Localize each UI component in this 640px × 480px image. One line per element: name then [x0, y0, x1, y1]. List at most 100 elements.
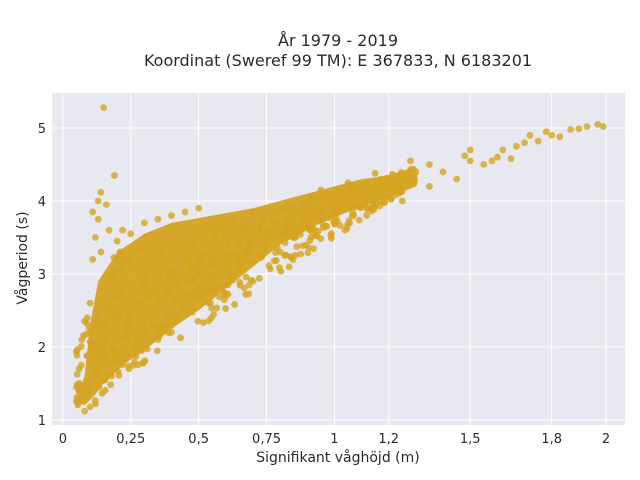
data-point — [575, 125, 583, 133]
data-point — [363, 211, 371, 219]
data-point — [164, 290, 171, 297]
data-point — [507, 155, 515, 163]
data-point — [136, 246, 143, 253]
data-point — [336, 222, 344, 229]
data-point — [323, 198, 330, 205]
data-point — [225, 272, 233, 280]
data-point — [207, 277, 215, 285]
data-point — [222, 292, 230, 300]
data-point — [95, 383, 103, 391]
data-point — [113, 237, 121, 245]
data-point — [410, 179, 418, 187]
data-point — [208, 223, 216, 230]
data-point — [89, 255, 97, 263]
data-point — [86, 338, 94, 345]
data-point — [480, 161, 488, 168]
data-point — [277, 267, 285, 275]
data-point — [106, 273, 114, 281]
data-point — [258, 218, 266, 225]
data-point — [130, 361, 137, 369]
data-point — [363, 181, 371, 189]
x-tick-label: 1,5 — [460, 432, 481, 447]
data-point — [297, 250, 305, 258]
data-point — [96, 323, 104, 331]
data-point — [188, 308, 196, 316]
data-point — [110, 254, 118, 261]
data-point — [270, 207, 278, 215]
data-point — [493, 153, 501, 161]
data-point — [73, 351, 81, 359]
data-point — [351, 183, 359, 190]
data-point — [154, 336, 162, 344]
data-point — [177, 334, 184, 342]
x-axis-label: Signifikant våghöjd (m) — [256, 449, 419, 466]
data-point — [276, 248, 284, 256]
data-point — [323, 222, 331, 230]
data-point — [265, 225, 273, 233]
data-point — [213, 284, 221, 291]
data-point — [249, 208, 257, 216]
data-point — [359, 193, 366, 200]
data-point — [289, 256, 297, 264]
data-point — [107, 381, 115, 389]
data-point — [154, 241, 161, 249]
data-point — [81, 407, 88, 415]
data-point — [159, 249, 166, 257]
data-point — [141, 274, 149, 281]
data-point — [281, 203, 289, 211]
data-point — [347, 188, 354, 196]
data-point — [599, 123, 607, 130]
data-point — [285, 263, 293, 271]
data-point — [171, 269, 179, 276]
data-point — [123, 321, 131, 329]
data-point — [199, 319, 207, 327]
data-point — [512, 142, 520, 150]
data-point — [99, 342, 107, 349]
chart-title-line1: År 1979 - 2019 — [278, 31, 398, 50]
data-point — [461, 152, 469, 160]
data-point — [567, 126, 575, 133]
data-point — [98, 301, 106, 308]
data-point — [94, 197, 102, 205]
data-point — [293, 243, 301, 250]
data-point — [105, 226, 113, 234]
data-point — [381, 193, 389, 201]
data-point — [140, 324, 148, 332]
x-tick-labels: 0 0,25 0,5 0,75 1 1,2 1,5 1,8 2 — [59, 432, 610, 447]
data-point — [466, 146, 474, 154]
data-point — [247, 243, 255, 250]
data-point — [341, 226, 349, 234]
data-point — [224, 239, 232, 247]
data-point — [185, 291, 193, 299]
data-point — [233, 254, 241, 262]
data-point — [156, 323, 163, 331]
x-tick-label: 1,2 — [378, 432, 399, 447]
data-point — [439, 168, 447, 176]
data-point — [155, 299, 163, 307]
data-point — [86, 359, 94, 367]
data-point — [248, 259, 256, 266]
data-point — [297, 207, 305, 215]
data-point — [240, 284, 248, 292]
data-point — [298, 201, 306, 208]
data-point — [358, 202, 366, 210]
data-point — [111, 357, 119, 364]
data-point — [162, 314, 170, 322]
data-point — [317, 186, 325, 194]
data-point — [209, 243, 217, 251]
data-point — [285, 209, 293, 217]
data-point — [149, 287, 157, 295]
data-point — [398, 174, 406, 182]
data-point — [103, 335, 111, 343]
x-tick-label: 0 — [59, 432, 67, 447]
data-point — [239, 263, 247, 271]
data-point — [350, 202, 357, 210]
data-point — [242, 273, 250, 281]
data-point — [177, 239, 185, 246]
data-point — [140, 343, 148, 351]
data-point — [224, 267, 232, 275]
data-point — [100, 104, 107, 111]
data-point — [208, 304, 216, 312]
data-point — [290, 234, 298, 241]
data-point — [317, 235, 325, 243]
